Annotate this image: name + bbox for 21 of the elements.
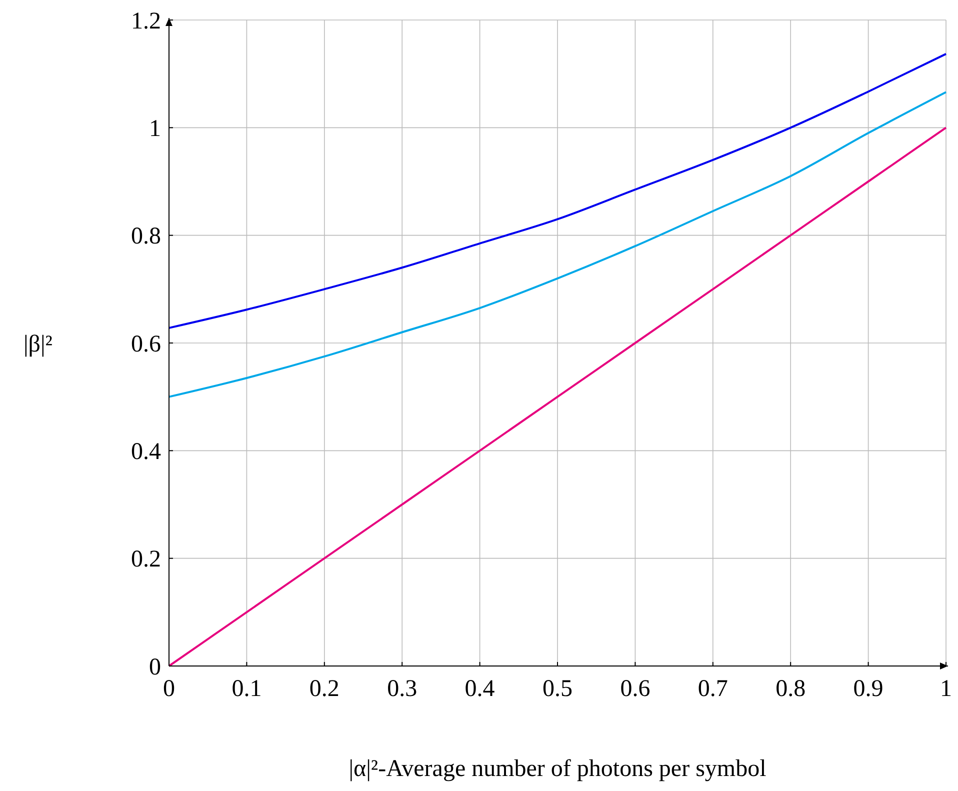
x-tick-label: 0.8: [776, 676, 806, 702]
y-tick-label: 0.2: [131, 546, 161, 573]
y-axis-title: |β|²: [23, 331, 53, 358]
x-axis-title: |α|²-Average number of photons per symbol: [348, 756, 767, 782]
y-tick-label: 0.6: [131, 331, 161, 358]
x-tick-label: 0.6: [620, 676, 650, 702]
x-tick-label: 0.9: [853, 676, 884, 702]
y-tick-label: 1: [149, 116, 161, 142]
x-tick-label: 0.5: [542, 676, 572, 702]
x-tick-label: 0.2: [309, 676, 340, 702]
x-tick-label: 0.4: [464, 676, 495, 702]
y-tick-label: 1.2: [131, 8, 161, 34]
line-series: [168, 91, 947, 398]
y-tick-label: 0: [149, 654, 161, 680]
x-tick-label: 0.7: [698, 676, 728, 702]
x-tick-label: 1: [940, 676, 952, 702]
x-tick-label: 0.1: [232, 676, 262, 702]
y-tick-label: 0.8: [131, 224, 161, 250]
line-series: [168, 52, 947, 329]
y-tick-label: 0.4: [131, 439, 161, 466]
x-tick-label: 0.3: [387, 676, 418, 702]
